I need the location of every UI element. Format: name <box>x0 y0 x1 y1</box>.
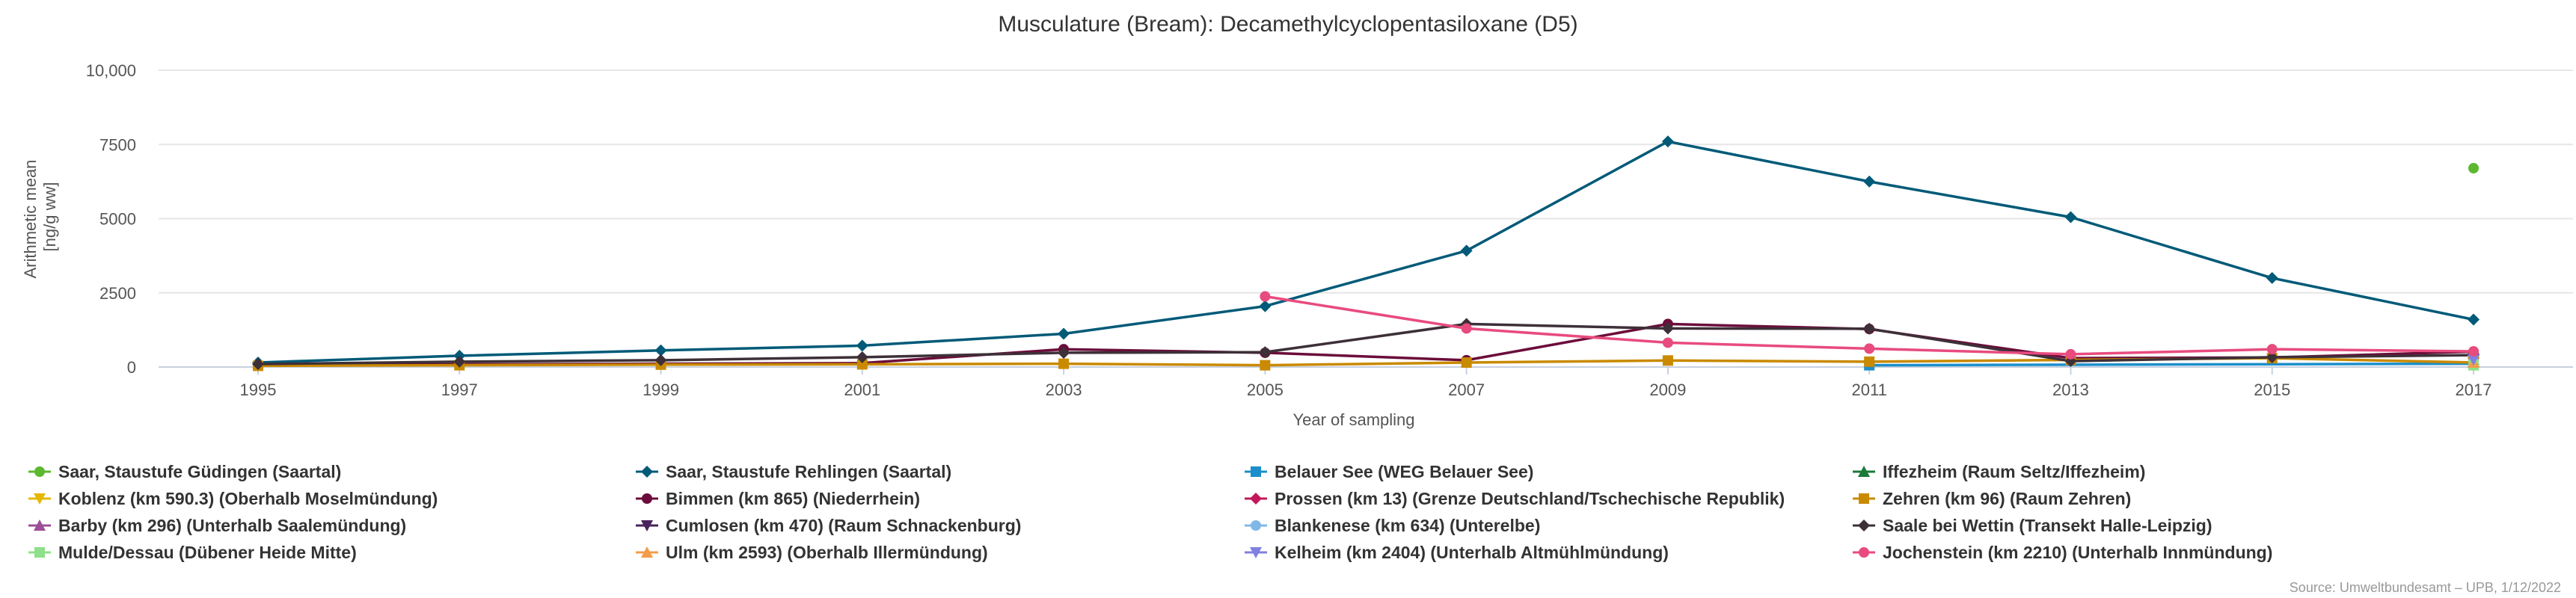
data-point <box>1058 346 1070 359</box>
legend-item: Saar, Staustufe Rehlingen (Saartal) <box>666 462 951 481</box>
data-point <box>1858 520 1870 531</box>
data-point <box>2064 211 2077 224</box>
data-point <box>2266 271 2278 284</box>
data-point <box>34 547 45 558</box>
data-point <box>34 520 46 531</box>
x-tick-label: 1997 <box>441 380 478 399</box>
series-line <box>257 322 2474 366</box>
y-tick-label: 2500 <box>99 284 136 303</box>
y-axis-title-line2: [ng/g ww] <box>40 182 59 252</box>
x-axis: 1995 1997 1999 2001 2003 2005 2007 2009 2011 2013… <box>240 367 2492 399</box>
data-point <box>1251 520 1261 531</box>
data-point <box>2266 351 2278 363</box>
data-point <box>1250 547 1262 558</box>
data-point <box>1662 355 1673 366</box>
data-point <box>2468 354 2480 366</box>
grid <box>159 70 2573 368</box>
x-tick-label: 2013 <box>2052 380 2089 399</box>
data-point <box>1661 322 1674 335</box>
legend-item: Saale bei Wettin (Transekt Halle-Leipzig… <box>1883 516 2212 535</box>
data-point <box>1058 358 1070 369</box>
legend-item: Ulm (km 2593) (Oberhalb Illermündung) <box>666 543 988 562</box>
data-point <box>2468 313 2480 326</box>
data-point <box>1863 322 1876 335</box>
y-tick-label: 7500 <box>99 135 136 154</box>
data-point <box>1859 547 1869 558</box>
data-point <box>252 358 264 371</box>
data-point <box>1661 135 1674 148</box>
series-lines <box>257 140 2474 368</box>
data-point <box>654 354 667 366</box>
data-point <box>1460 244 1473 257</box>
y-tick-label: 5000 <box>99 210 136 229</box>
x-tick-label: 2017 <box>2456 380 2492 399</box>
legend-item: Blankenese (km 634) (Unterelbe) <box>1275 516 1540 535</box>
data-point <box>1251 466 1261 477</box>
y-axis-title: Arithmetic mean [ng/g ww] <box>21 155 59 278</box>
y-tick-label: 10,000 <box>86 61 136 80</box>
data-point <box>641 546 653 558</box>
data-point <box>1662 337 1673 348</box>
chart-title: Musculature (Bream): Decamethylcyclopent… <box>998 12 1577 37</box>
legend-item: Zehren (km 96) (Raum Zehren) <box>1883 489 2131 508</box>
data-point <box>1461 323 1472 334</box>
data-point <box>2468 345 2479 357</box>
data-point <box>1863 175 1876 188</box>
data-point <box>1859 493 1869 504</box>
data-point <box>1260 360 1271 371</box>
legend-item: Bimmen (km 865) (Niederrhein) <box>666 489 920 508</box>
series-markers <box>252 135 2480 372</box>
data-point <box>856 359 868 370</box>
x-tick-label: 2007 <box>1448 380 1485 399</box>
y-axis: 0 2500 5000 7500 10,000 <box>86 61 136 377</box>
y-axis-title-line1: Arithmetic mean <box>21 160 40 279</box>
data-point <box>1058 327 1070 340</box>
data-point <box>642 493 652 504</box>
data-point <box>34 466 45 477</box>
legend-item: Prossen (km 13) (Grenze Deutschland/Tsch… <box>1275 489 1785 508</box>
data-point <box>654 344 667 357</box>
data-point <box>453 355 466 368</box>
source-credit: Source: Umweltbundesamt – UPB, 1/12/2022 <box>2290 580 2561 595</box>
legend-item: Belauer See (WEG Belauer See) <box>1275 462 1533 481</box>
series-line <box>1869 362 2474 367</box>
y-tick-label: 0 <box>127 358 136 377</box>
data-point <box>1864 356 1875 367</box>
data-point <box>856 339 868 352</box>
data-point <box>1858 466 1870 477</box>
data-point <box>1250 493 1262 505</box>
x-axis-title: Year of sampling <box>1292 410 1414 429</box>
data-point <box>2468 163 2479 174</box>
series-line <box>257 140 2474 364</box>
data-point <box>2266 344 2278 355</box>
data-point <box>1259 346 1272 359</box>
x-tick-label: 2005 <box>1247 380 1284 399</box>
legend-item: Jochenstein (km 2210) (Unterhalb Innmünd… <box>1883 543 2272 562</box>
x-tick-label: 1999 <box>643 380 679 399</box>
x-tick-label: 2009 <box>1649 380 1686 399</box>
x-tick-label: 2001 <box>844 380 880 399</box>
legend-item: Kelheim (km 2404) (Unterhalb Altmühlmünd… <box>1275 543 1669 562</box>
x-tick-label: 2011 <box>1852 380 1887 399</box>
legend-item: Saar, Staustufe Güdingen (Saartal) <box>58 462 341 481</box>
data-point <box>641 466 653 478</box>
legend-item: Barby (km 296) (Unterhalb Saalemündung) <box>58 516 406 535</box>
data-point <box>641 520 653 531</box>
data-point <box>856 351 868 363</box>
legend: Saar, Staustufe Güdingen (Saartal) Saar, … <box>28 462 2272 562</box>
legend-item: Mulde/Dessau (Dübener Heide Mitte) <box>58 543 357 562</box>
x-tick-label: 2003 <box>1046 380 1082 399</box>
data-point <box>1864 343 1875 354</box>
legend-item: Cumlosen (km 470) (Raum Schnackenburg) <box>666 516 1021 535</box>
legend-item: Iffezheim (Raum Seltz/Iffezheim) <box>1883 462 2145 481</box>
x-tick-label: 1995 <box>240 380 277 399</box>
data-point <box>1260 291 1271 302</box>
data-point <box>1461 357 1472 369</box>
x-tick-label: 2015 <box>2254 380 2290 399</box>
data-point <box>34 493 46 505</box>
data-point <box>1259 300 1272 312</box>
data-point <box>2065 348 2076 360</box>
legend-item: Koblenz (km 590.3) (Oberhalb Moselmündun… <box>58 489 438 508</box>
